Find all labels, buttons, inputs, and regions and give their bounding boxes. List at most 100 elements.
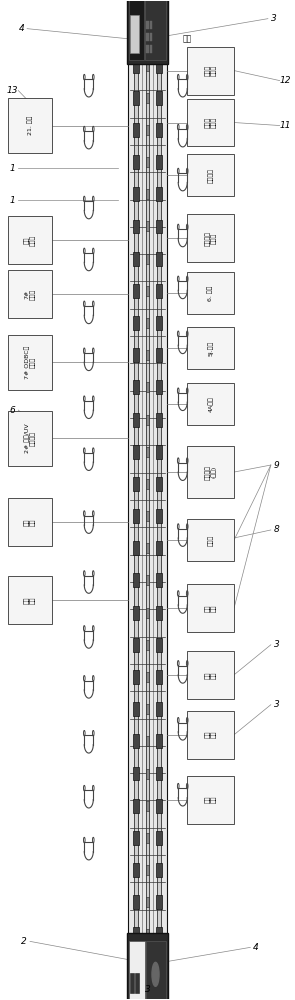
Text: 去外被
检测机: 去外被 检测机 — [205, 65, 217, 76]
Bar — [146, 833, 149, 843]
Bar — [156, 59, 162, 73]
Bar — [146, 447, 149, 457]
Bar — [146, 382, 149, 392]
Bar — [187, 47, 234, 95]
Bar — [157, 41, 160, 959]
Bar — [8, 335, 52, 390]
Text: 6: 6 — [9, 406, 15, 415]
Bar — [156, 863, 162, 877]
Bar — [187, 383, 234, 425]
Bar — [187, 214, 234, 262]
Bar — [146, 125, 149, 135]
Bar — [156, 187, 162, 201]
Text: 米字片: 米字片 — [208, 534, 213, 546]
Bar — [156, 445, 162, 459]
Bar — [133, 155, 139, 169]
Bar — [146, 640, 149, 650]
Bar — [146, 511, 149, 521]
Bar — [146, 61, 149, 71]
Bar — [156, 252, 162, 266]
Bar — [133, 413, 139, 427]
Bar — [133, 541, 139, 555]
Bar — [146, 33, 149, 41]
Bar — [156, 155, 162, 169]
Bar — [133, 863, 139, 877]
Bar — [187, 272, 234, 314]
Bar — [133, 638, 139, 652]
Bar — [156, 638, 162, 652]
Bar — [133, 380, 139, 394]
Bar — [146, 45, 149, 53]
Bar — [135, 41, 138, 959]
Bar — [133, 477, 139, 491]
Bar — [8, 270, 52, 318]
Bar — [156, 348, 162, 362]
Bar — [146, 254, 149, 264]
Bar — [187, 327, 234, 369]
Text: 2# 油墨/UV
喷码机台: 2# 油墨/UV 喷码机台 — [24, 423, 36, 453]
Bar — [146, 286, 149, 296]
Text: 13: 13 — [7, 86, 18, 95]
Text: 2: 2 — [21, 937, 27, 946]
Bar — [133, 445, 139, 459]
Text: 拉丝
机台: 拉丝 机台 — [24, 596, 36, 604]
Text: 风枪
除尘台: 风枪 除尘台 — [24, 235, 36, 246]
Bar — [133, 91, 139, 105]
Bar — [156, 477, 162, 491]
Text: 3: 3 — [274, 700, 280, 709]
Text: 收线
机台: 收线 机台 — [205, 796, 217, 803]
Bar — [146, 543, 149, 553]
Text: 12: 12 — [280, 76, 291, 85]
Bar — [133, 670, 139, 684]
Bar — [146, 672, 149, 682]
Bar — [146, 608, 149, 618]
Text: 4: 4 — [253, 943, 259, 952]
Bar — [156, 734, 162, 748]
Bar — [146, 929, 149, 939]
Bar — [156, 895, 162, 909]
Bar — [156, 284, 162, 298]
Bar — [156, 541, 162, 555]
Bar — [133, 316, 139, 330]
Bar — [133, 573, 139, 587]
Bar — [8, 498, 52, 546]
Bar — [156, 927, 162, 941]
Text: 去外被
检测机: 去外被 检测机 — [205, 117, 217, 128]
Bar — [146, 479, 149, 489]
Bar — [133, 284, 139, 298]
Bar — [133, 348, 139, 362]
Bar — [187, 776, 234, 824]
Bar — [150, 45, 152, 53]
Bar — [150, 33, 152, 41]
Bar — [146, 865, 149, 875]
Text: 裁剪
机台: 裁剪 机台 — [205, 604, 217, 612]
Bar — [156, 573, 162, 587]
Bar — [145, 0, 166, 60]
Text: 入入单片
(叠层): 入入单片 (叠层) — [205, 465, 217, 480]
Text: 4A回圆: 4A回圆 — [208, 396, 213, 412]
Text: 裁剪
机台: 裁剪 机台 — [205, 731, 217, 738]
Text: 8: 8 — [274, 525, 280, 534]
Bar — [187, 99, 234, 146]
Text: 人字弯折
测试机: 人字弯折 测试机 — [205, 231, 217, 246]
Text: 3: 3 — [145, 985, 150, 994]
Bar — [133, 895, 139, 909]
Bar — [133, 509, 139, 523]
Bar — [133, 799, 139, 813]
Bar — [150, 21, 152, 29]
Text: 收线
机台: 收线 机台 — [205, 671, 217, 679]
Bar — [156, 380, 162, 394]
Bar — [146, 769, 149, 779]
Bar — [133, 252, 139, 266]
Bar — [156, 670, 162, 684]
Bar — [133, 606, 139, 620]
Text: 7#
钻标器: 7# 钻标器 — [24, 289, 36, 300]
Bar — [129, 941, 145, 1000]
Bar — [133, 220, 139, 233]
Bar — [187, 446, 234, 498]
Bar — [133, 767, 139, 780]
Text: 5J.反插: 5J.反插 — [208, 341, 213, 356]
Circle shape — [152, 962, 159, 986]
Bar — [127, 933, 168, 1000]
Bar — [128, 36, 167, 964]
